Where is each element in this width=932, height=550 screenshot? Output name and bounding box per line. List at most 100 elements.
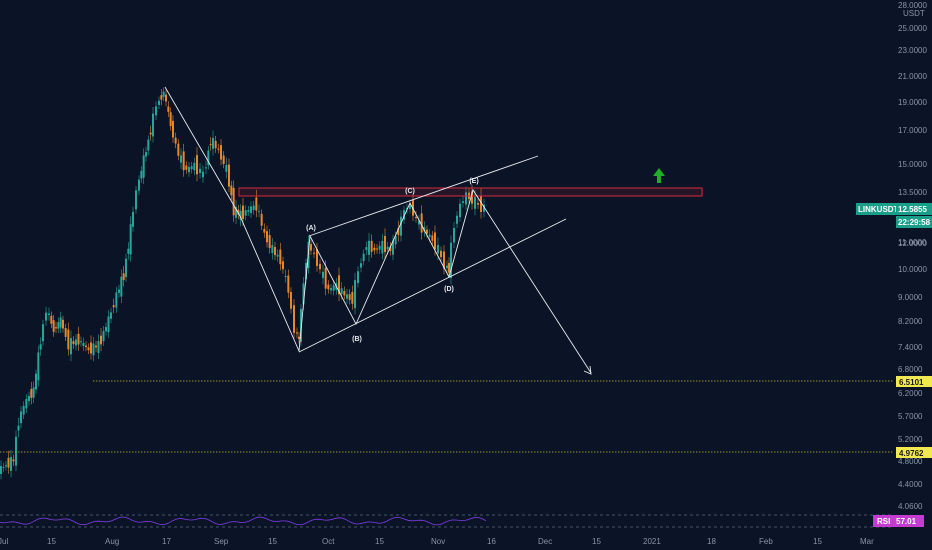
candle-body: [35, 373, 37, 390]
candle-body: [456, 215, 458, 224]
candle-body: [25, 398, 28, 409]
candle-body: [437, 244, 439, 254]
candle-body: [135, 190, 137, 210]
candle-body: [120, 276, 123, 297]
candle-body: [271, 245, 274, 254]
trendline-lower[interactable]: [298, 218, 567, 353]
candle-body: [95, 345, 97, 348]
candle-body: [205, 167, 207, 169]
level-badge-4-98: 4.9762: [896, 447, 932, 458]
time-axis-label: 17: [162, 537, 171, 546]
candle-body: [305, 262, 307, 280]
symbol-label: LINKUSDT: [858, 205, 899, 214]
candle-body: [406, 208, 408, 210]
candle-body: [220, 145, 222, 160]
candle-body: [409, 204, 411, 209]
price-axis-label: 4.8000: [898, 457, 923, 466]
price-axis-label: 11.0000: [898, 238, 927, 247]
candle-body: [477, 203, 479, 205]
price-axis-label: 12.0000: [898, 239, 927, 248]
candle-body: [230, 185, 233, 196]
candle-body: [22, 405, 25, 415]
candle-body: [228, 164, 230, 187]
candle-body: [316, 249, 318, 266]
price-axis-label: 5.7000: [898, 412, 923, 421]
rsi-pane[interactable]: RSI 57.01: [0, 514, 924, 528]
candle-body: [107, 316, 110, 333]
candle-body: [199, 168, 201, 174]
time-axis-label: 16: [487, 537, 496, 546]
time-axis-label: Nov: [431, 537, 445, 546]
candle-timer: 22:29:58: [898, 218, 931, 227]
candle-body: [274, 247, 276, 256]
candle-body: [7, 457, 10, 468]
price-axis-label: 7.4000: [898, 343, 923, 352]
candle-body: [55, 327, 57, 329]
candle-body: [132, 211, 134, 227]
candle-body: [110, 312, 112, 319]
candle-body: [338, 275, 340, 295]
candle-body: [386, 246, 389, 250]
candle-body: [214, 140, 217, 149]
candle-body: [129, 224, 132, 255]
candle-body: [263, 228, 266, 233]
price-axis[interactable]: 28.0000 USDT 25.0000 23.0000 21.0000 19.…: [898, 1, 927, 511]
candle-body: [142, 155, 145, 178]
price-axis-label: 4.0600: [898, 502, 923, 511]
candle-body: [17, 425, 20, 431]
candle-body: [5, 465, 7, 467]
time-axis-label: 2021: [643, 537, 661, 546]
candle-body: [392, 240, 394, 255]
level-badge-6-51: 6.5101: [896, 376, 932, 387]
candle-body: [90, 342, 92, 354]
candle-body: [190, 166, 193, 170]
candle-body: [434, 232, 436, 250]
candle-body: [440, 250, 442, 258]
trendline-upper[interactable]: [308, 155, 539, 237]
candle-body: [471, 191, 473, 204]
price-axis-label: 9.0000: [898, 293, 923, 302]
wave-label-a: (A): [306, 225, 316, 232]
time-axis-label: Sep: [214, 537, 229, 546]
candle-body: [77, 333, 80, 345]
candle-body: [212, 138, 214, 149]
candle-body: [420, 213, 423, 233]
time-axis-label: 15: [813, 537, 822, 546]
candle-body: [428, 234, 431, 237]
candle-body: [483, 204, 485, 212]
candle-body: [412, 199, 414, 216]
candle-body: [105, 326, 107, 332]
elliott-wave-path[interactable]: [164, 86, 485, 353]
candle-body: [235, 207, 237, 218]
time-axis[interactable]: Jul 15 Aug 17 Sep 15 Oct 15 Nov 16 Dec 1…: [0, 537, 874, 546]
time-axis-label: Aug: [105, 537, 119, 546]
resistance-zone[interactable]: [238, 187, 703, 197]
candle-body: [370, 240, 373, 252]
wave-label-b: (B): [352, 336, 362, 343]
candle-body: [340, 288, 343, 294]
candle-body: [209, 144, 212, 146]
candle-body: [140, 170, 143, 179]
projection-line[interactable]: [483, 206, 592, 374]
candle-body: [298, 336, 300, 339]
candle-body: [100, 335, 102, 345]
candle-body: [381, 240, 384, 254]
candle-body: [160, 95, 163, 100]
candle-body: [397, 228, 400, 236]
candle-body: [376, 248, 378, 250]
candle-body: [122, 273, 125, 280]
candle-body: [57, 322, 60, 329]
candle-body: [62, 319, 64, 329]
candle-body: [180, 155, 182, 163]
candle-body: [282, 261, 284, 270]
candle-body: [30, 388, 33, 398]
price-axis-label: 15.0000: [898, 160, 927, 169]
candle-body: [252, 205, 255, 211]
candle-body: [32, 387, 35, 398]
candle-body: [443, 251, 445, 269]
candle-body: [327, 284, 330, 290]
candle-body: [97, 341, 100, 353]
candle-body: [268, 234, 271, 249]
candle-body: [145, 152, 147, 157]
